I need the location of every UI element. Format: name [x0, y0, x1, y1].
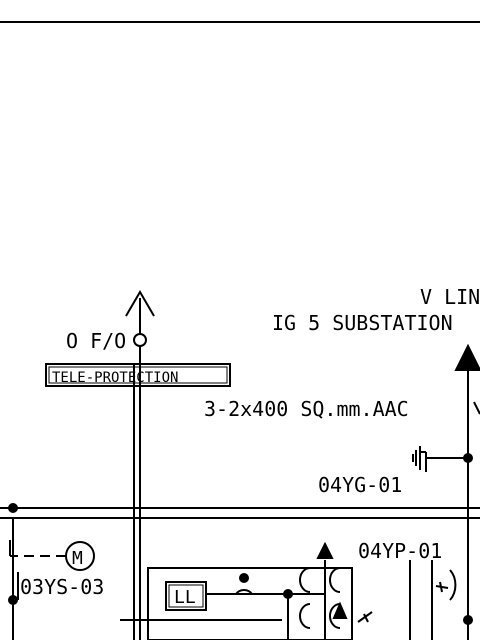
fo-node — [133, 333, 147, 347]
feeder-junction-lower — [463, 615, 473, 625]
fo-arrow-head — [125, 290, 155, 317]
motor-label: M — [72, 548, 83, 569]
ll-box — [165, 581, 207, 611]
bus-junction-lower — [8, 595, 18, 605]
mirrored-labels: V LINE IG 5 SUBSTATION O F/O TELE-PROTEC… — [20, 285, 480, 608]
motor-switch-label: 03YS-03 — [20, 575, 104, 599]
teleprotection-label: TELE-PROTECTION — [52, 370, 178, 386]
switch-p-label: 04YP-01 — [358, 539, 442, 563]
mirrored-drawing — [0, 21, 480, 640]
conductor-label: 3-2x400 SQ.mm.AAC — [204, 397, 409, 421]
switch-p-marker — [316, 541, 334, 559]
vt-symbol — [449, 569, 457, 601]
teleprotection-box — [45, 363, 231, 387]
ll-label: LL — [174, 587, 196, 608]
bus-junction — [8, 503, 18, 513]
fiber-label: O F/O — [66, 329, 126, 353]
line-arrow-marker — [454, 343, 480, 371]
line-title-1: V LINE — [420, 285, 480, 309]
ground-switch-label: 04YG-01 — [318, 473, 402, 497]
line-title-2: IG 5 SUBSTATION — [272, 311, 453, 335]
inner-enclosure — [147, 567, 353, 640]
conductor-tick — [473, 401, 480, 415]
